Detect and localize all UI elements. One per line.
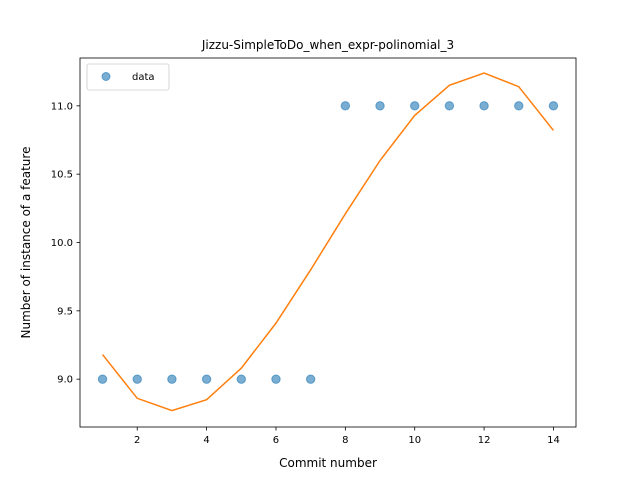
y-tick-label: 11.0 <box>51 101 73 112</box>
data-point <box>236 374 246 384</box>
x-tick-label: 6 <box>273 435 279 446</box>
data-point <box>514 101 524 111</box>
x-axis-label: Commit number <box>279 456 377 470</box>
data-point <box>410 101 420 111</box>
y-tick-label: 9.0 <box>57 375 73 386</box>
legend-box <box>86 63 170 91</box>
y-tick-label: 9.5 <box>57 306 73 317</box>
legend-marker <box>101 72 111 81</box>
data-point <box>305 374 316 384</box>
x-tick-label: 10 <box>408 435 421 446</box>
data-point <box>201 374 212 384</box>
data-point <box>167 374 177 384</box>
data-point <box>340 101 351 111</box>
data-point <box>97 374 108 384</box>
plot-area <box>97 72 559 412</box>
x-tick-label: 12 <box>478 435 491 446</box>
y-tick-label: 10.5 <box>51 170 73 181</box>
x-tick-label: 14 <box>547 435 560 446</box>
data-point <box>271 374 281 384</box>
legend-label: data <box>132 72 155 83</box>
chart-title: Jizzu-SimpleToDo_when_expr-polinomial_3 <box>201 38 454 52</box>
data-point <box>444 101 455 111</box>
fit-line <box>101 72 555 412</box>
data-point <box>479 101 489 111</box>
y-tick-label: 10.0 <box>51 238 73 249</box>
data-point <box>375 101 385 111</box>
x-tick-label: 8 <box>342 435 348 446</box>
x-axis: 2 4 6 8 10 12 14 <box>134 427 560 446</box>
y-axis: 9.0 9.5 10.0 10.5 11.0 <box>51 101 80 386</box>
legend: data <box>86 63 170 91</box>
data-point <box>548 101 559 111</box>
y-axis-label: Number of instance of a feature <box>19 147 33 339</box>
data-point <box>132 374 142 384</box>
x-tick-label: 2 <box>134 435 140 446</box>
x-tick-label: 4 <box>203 435 209 446</box>
